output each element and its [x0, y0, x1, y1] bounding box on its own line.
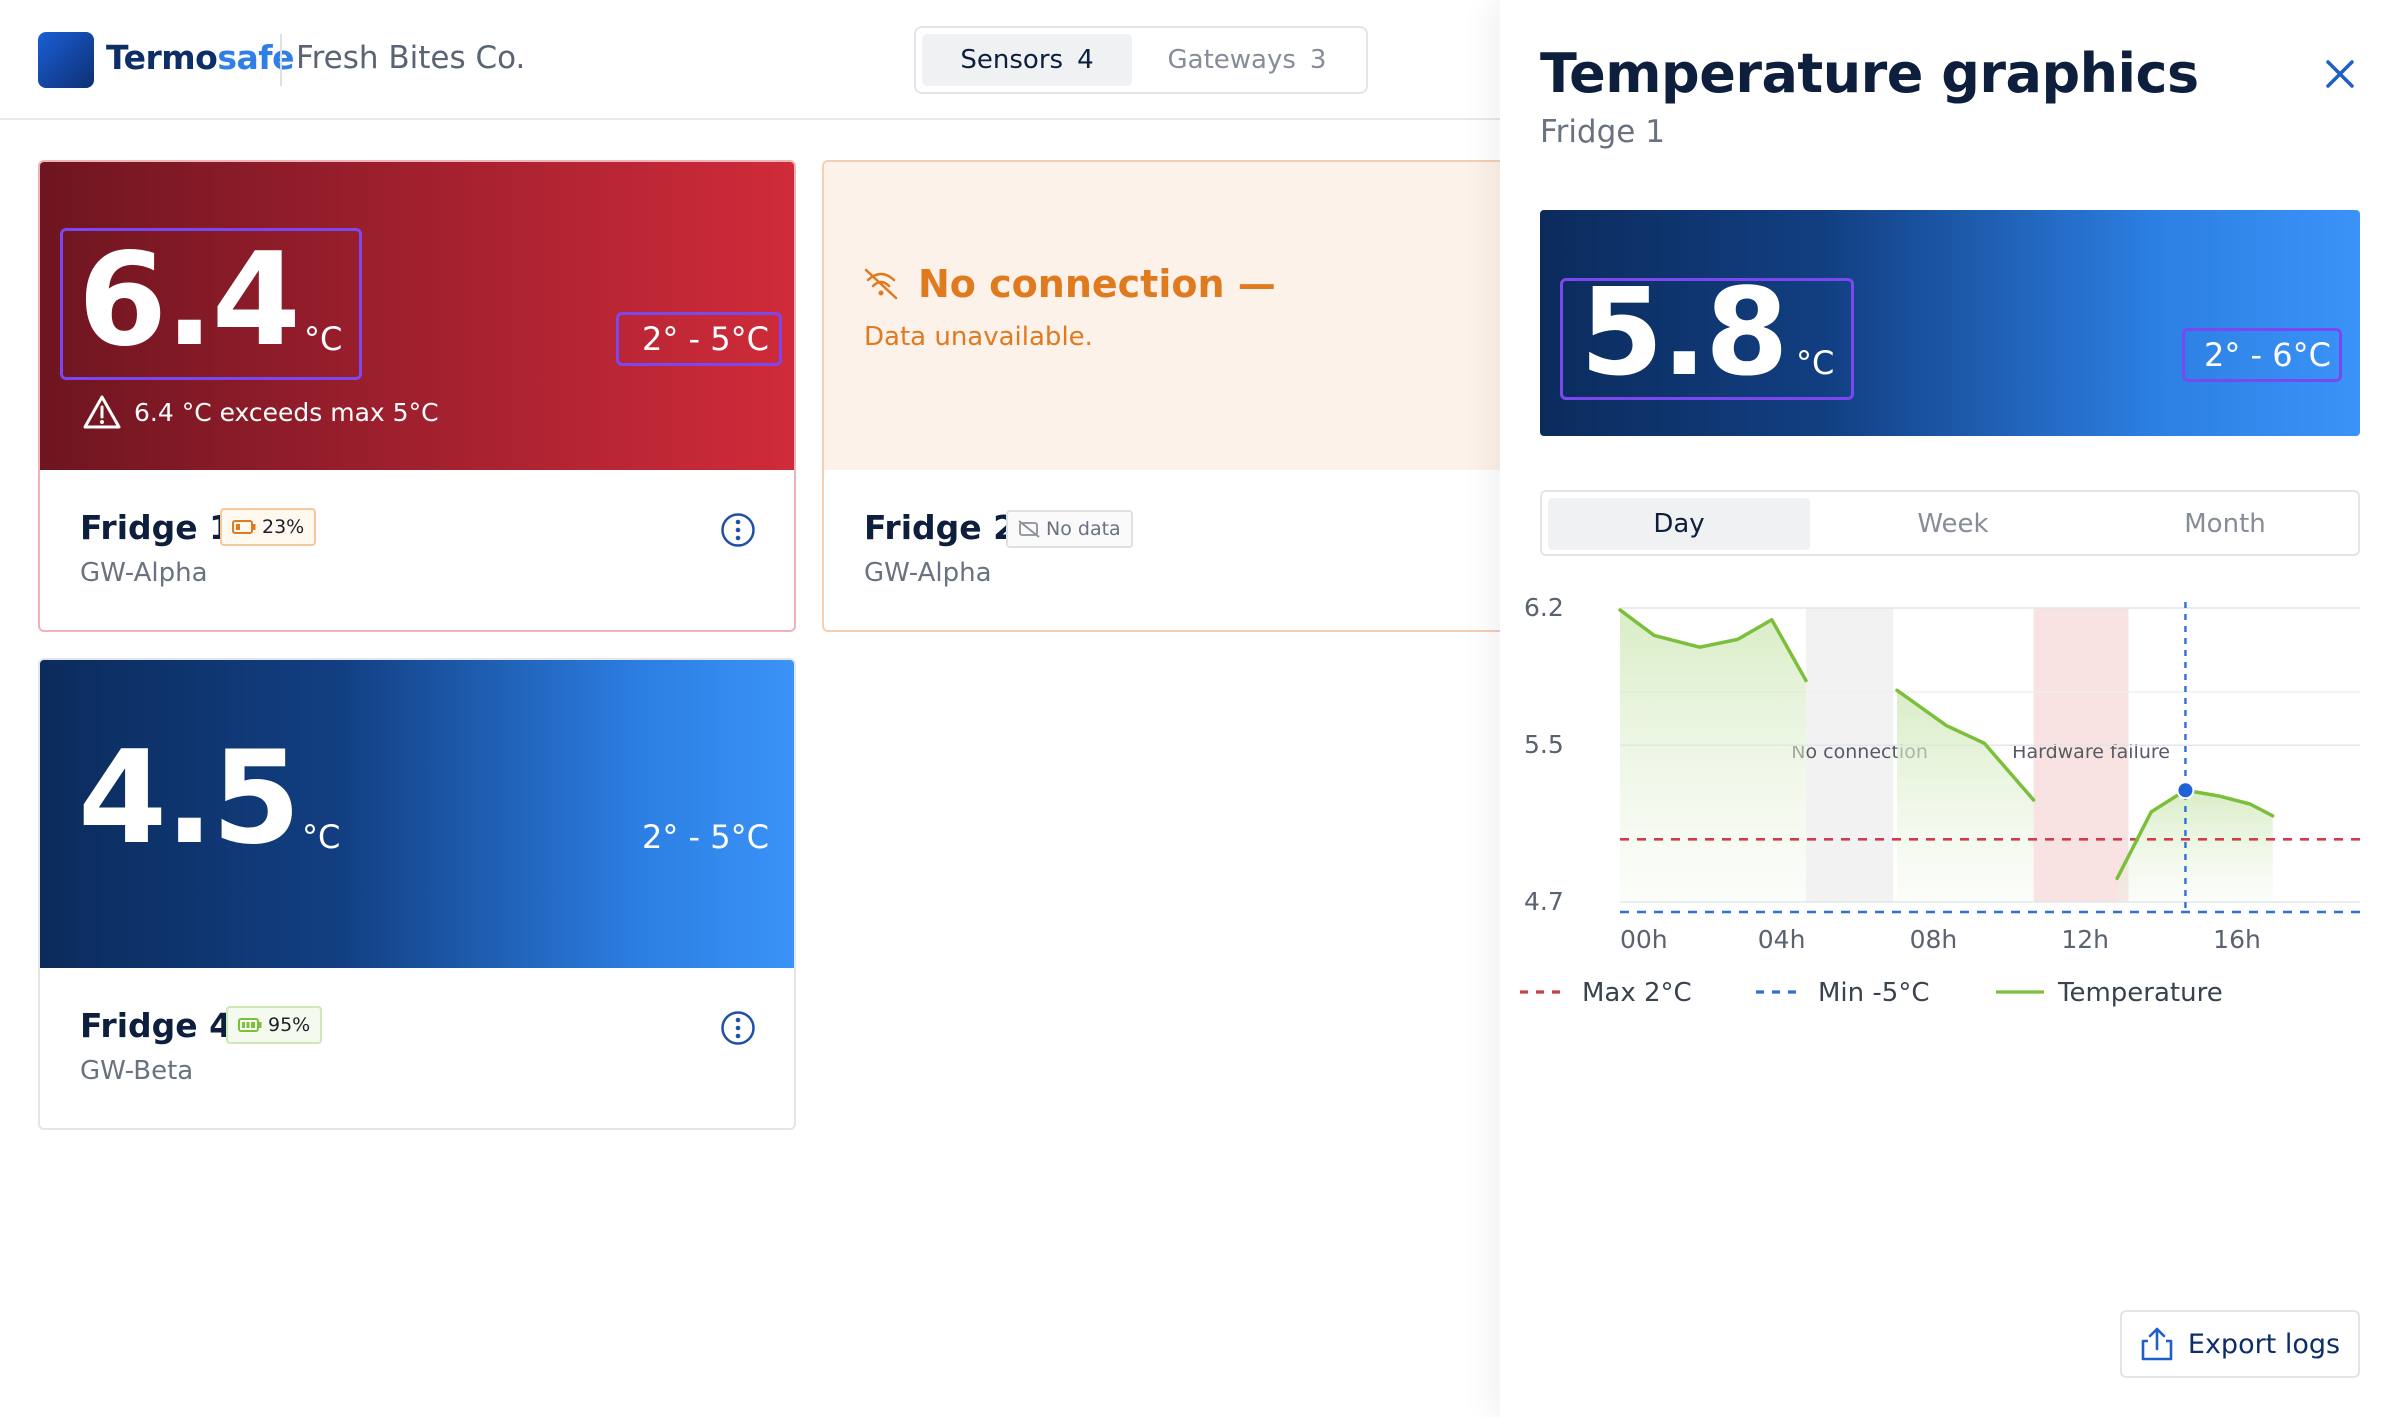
- battery-full-icon: [238, 1018, 262, 1032]
- temperature-detail-panel: Temperature graphics Fridge 1 5.8 °C 2° …: [1500, 0, 2400, 1417]
- panel-temperature-range: 2° - 6°C: [2204, 336, 2331, 374]
- panel-range-highlight: [2182, 328, 2342, 382]
- fridge4-temperature-range: 2° - 5°C: [642, 818, 769, 856]
- fridge4-temperature-banner: 4.5 °C 2° - 5°C: [40, 660, 794, 968]
- fridge1-value-highlight: [60, 228, 362, 380]
- export-icon: [2141, 1327, 2173, 1361]
- tab-sensors-label: Sensors: [960, 45, 1064, 75]
- legend-label: Max 2°C: [1582, 978, 1692, 1008]
- fridge1-battery-level: 23%: [262, 516, 305, 538]
- tab-sensors-count: 4: [1077, 45, 1094, 75]
- panel-subtitle: Fridge 1: [1540, 114, 1665, 150]
- panel-value-highlight: [1560, 278, 1854, 400]
- sensor-card-fridge1[interactable]: 6.4 °C 2° - 5°C 6.4 °C exceeds max 5°C F…: [38, 160, 796, 632]
- view-tabs: Sensors 4 Gateways 3: [914, 26, 1368, 94]
- fridge2-status-text: No connection —: [918, 262, 1276, 306]
- temperature-series-line: [1895, 688, 2036, 802]
- fridge4-name: Fridge 4: [80, 1006, 233, 1045]
- no-data-icon: [1018, 520, 1040, 538]
- fridge4-temperature-unit: °C: [302, 818, 341, 856]
- chart-x-tick-label: 12h: [2061, 925, 2109, 954]
- period-tab-week[interactable]: Week: [1917, 509, 1989, 539]
- fridge1-gateway: GW-Alpha: [80, 558, 208, 588]
- panel-temperature-unit: °C: [1796, 344, 1835, 382]
- fridge4-gateway: GW-Beta: [80, 1056, 194, 1086]
- more-options-icon[interactable]: [720, 512, 756, 548]
- panel-temperature-value: 5.8: [1580, 264, 1789, 403]
- fridge4-battery-badge: 95%: [226, 1006, 323, 1044]
- app-header: Termosafe Fresh Bites Co. Sensors 4 Gate…: [0, 0, 1500, 120]
- chart-band-label: No connection: [1791, 741, 1928, 763]
- chart-y-tick-label: 4.7: [1524, 887, 1564, 916]
- sensor-card-fridge2[interactable]: No connection — Data unavailable. Fridge…: [822, 160, 1582, 632]
- fridge2-badge-label: No data: [1046, 518, 1121, 540]
- temperature-line-chart: No connection Hardware failure 6.2 5.5 4.7 0…: [1520, 593, 2360, 1008]
- fridge1-temperature-range: 2° - 5°C: [642, 320, 769, 358]
- fridge1-temperature-banner: 6.4 °C 2° - 5°C 6.4 °C exceeds max 5°C: [40, 162, 794, 470]
- close-icon[interactable]: [2318, 52, 2362, 96]
- chart-x-tick-label: 00h: [1620, 925, 1668, 954]
- export-logs-button[interactable]: Export logs: [2120, 1310, 2360, 1378]
- tab-gateways-label: Gateways: [1167, 45, 1296, 75]
- termosafe-logo-icon: [38, 32, 94, 88]
- fridge2-status-detail: Data unavailable.: [864, 322, 1093, 352]
- period-selector: Day Week Month: [1540, 490, 2360, 556]
- fridge2-no-data-badge: No data: [1006, 510, 1133, 548]
- temperature-series-line: [2115, 788, 2275, 881]
- fridge2-status-banner: No connection — Data unavailable.: [824, 162, 1580, 470]
- no-connection-icon: [864, 268, 898, 300]
- temperature-series-line: [1618, 608, 1808, 683]
- chart-band-label: Hardware failure: [2012, 741, 2170, 763]
- period-tab-day[interactable]: Day: [1548, 498, 1810, 550]
- warning-icon: [83, 395, 121, 429]
- fridge1-range-highlight: [616, 312, 782, 366]
- legend-label: Min -5°C: [1818, 978, 1929, 1008]
- chart-x-tick-label: 16h: [2213, 925, 2261, 954]
- legend-label: Temperature: [2057, 978, 2223, 1008]
- more-options-icon[interactable]: [720, 1010, 756, 1046]
- fridge1-temperature-value: 6.4: [78, 226, 301, 375]
- tab-gateways[interactable]: Gateways 3: [1142, 34, 1352, 86]
- current-temperature-banner: 5.8 °C 2° - 6°C: [1540, 210, 2360, 436]
- chart-area-fill: [1620, 609, 1806, 902]
- chart-y-tick-label: 6.2: [1524, 593, 1564, 622]
- fridge1-battery-badge: 23%: [220, 508, 317, 546]
- fridge4-battery-level: 95%: [268, 1014, 311, 1036]
- chart-band-1: [1805, 608, 1894, 902]
- tab-sensors[interactable]: Sensors 4: [922, 34, 1132, 86]
- chart-y-tick-label: 5.5: [1524, 730, 1564, 759]
- company-name: Fresh Bites Co.: [296, 40, 526, 76]
- chart-area-fill: [2117, 790, 2273, 902]
- chart-x-tick-label: 08h: [1910, 925, 1958, 954]
- fridge4-temperature-value: 4.5: [78, 724, 301, 873]
- fridge1-name: Fridge 1: [80, 508, 233, 547]
- chart-area-fill: [1897, 690, 2034, 902]
- period-tab-month[interactable]: Month: [2184, 509, 2266, 539]
- brand-name: Termosafe: [106, 38, 294, 77]
- chart-cursor-point: [2176, 781, 2195, 800]
- export-logs-label: Export logs: [2187, 1328, 2341, 1360]
- chart-band-2: [2033, 608, 2129, 902]
- fridge1-temperature-unit: °C: [304, 320, 343, 358]
- chart-x-tick-label: 04h: [1758, 925, 1806, 954]
- tab-gateways-count: 3: [1309, 45, 1327, 75]
- sensor-card-fridge4[interactable]: 4.5 °C 2° - 5°C Fridge 4 95% GW-Beta: [38, 658, 796, 1130]
- fridge2-gateway: GW-Alpha: [864, 558, 992, 588]
- battery-low-icon: [232, 520, 256, 534]
- brand-divider: [280, 34, 282, 86]
- panel-title: Temperature graphics: [1540, 42, 2199, 105]
- fridge2-name: Fridge 2: [864, 508, 1017, 547]
- fridge1-alert-text: 6.4 °C exceeds max 5°C: [134, 398, 439, 427]
